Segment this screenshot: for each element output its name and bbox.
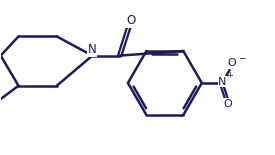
Text: −: − (238, 53, 245, 62)
Text: N: N (88, 43, 97, 56)
Text: O: O (227, 58, 236, 68)
Text: N: N (218, 77, 227, 87)
Text: O: O (223, 99, 232, 109)
Text: +: + (227, 71, 233, 80)
Text: O: O (126, 14, 135, 27)
